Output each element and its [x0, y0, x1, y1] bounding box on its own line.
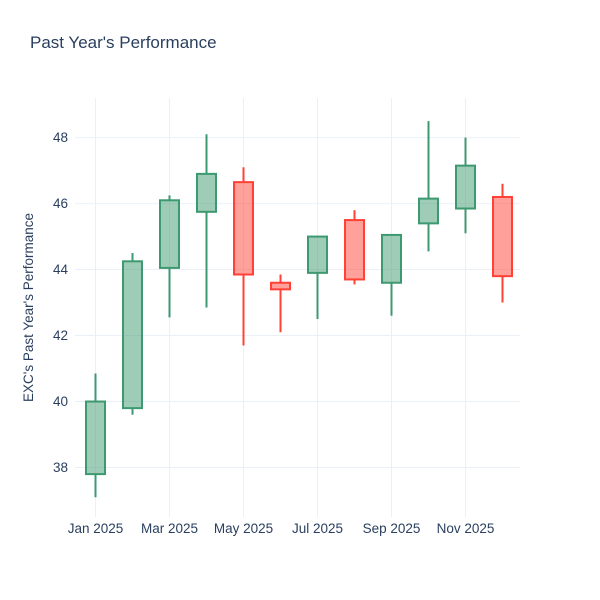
candle-body	[122, 260, 143, 410]
x-tick-label: Nov 2025	[437, 521, 495, 536]
chart-title: Past Year's Performance	[30, 33, 217, 52]
candle-body	[344, 219, 365, 281]
candle-body	[270, 281, 291, 291]
candle-jun-2025	[270, 274, 291, 333]
candle-body	[307, 235, 328, 274]
candle-body	[381, 233, 402, 284]
candle-jul-2025	[307, 235, 328, 320]
y-tick-label: 42	[53, 328, 68, 343]
candle-body	[418, 197, 439, 225]
x-tick-label: Jul 2025	[292, 521, 343, 536]
candle-oct-2025	[418, 121, 439, 252]
candle-body	[85, 400, 106, 476]
candle-mar-2025	[159, 195, 180, 318]
candle-feb-2025	[122, 253, 143, 415]
x-tick-label: May 2025	[214, 521, 273, 536]
y-axis-title: EXC's Past Year's Performance	[21, 213, 36, 402]
candle-apr-2025	[196, 134, 217, 308]
y-tick-label: 44	[53, 262, 69, 277]
candle-may-2025	[233, 167, 254, 346]
x-tick-label: Jan 2025	[68, 521, 124, 536]
candle-jan-2025	[85, 373, 106, 498]
x-tick-label: Mar 2025	[141, 521, 198, 536]
candle-body	[455, 164, 476, 210]
candle-body	[196, 172, 217, 213]
candle-nov-2025	[455, 137, 476, 234]
y-tick-label: 40	[53, 394, 68, 409]
candle-body	[492, 195, 513, 278]
y-tick-label: 38	[53, 460, 68, 475]
y-tick-label: 48	[53, 130, 68, 145]
candle-body	[233, 181, 254, 276]
candle-body	[159, 199, 180, 269]
candle-sep-2025	[381, 233, 402, 316]
y-tick-label: 46	[53, 196, 68, 211]
x-tick-label: Sep 2025	[363, 521, 421, 536]
candle-dec-2025	[492, 183, 513, 303]
candle-aug-2025	[344, 210, 365, 285]
